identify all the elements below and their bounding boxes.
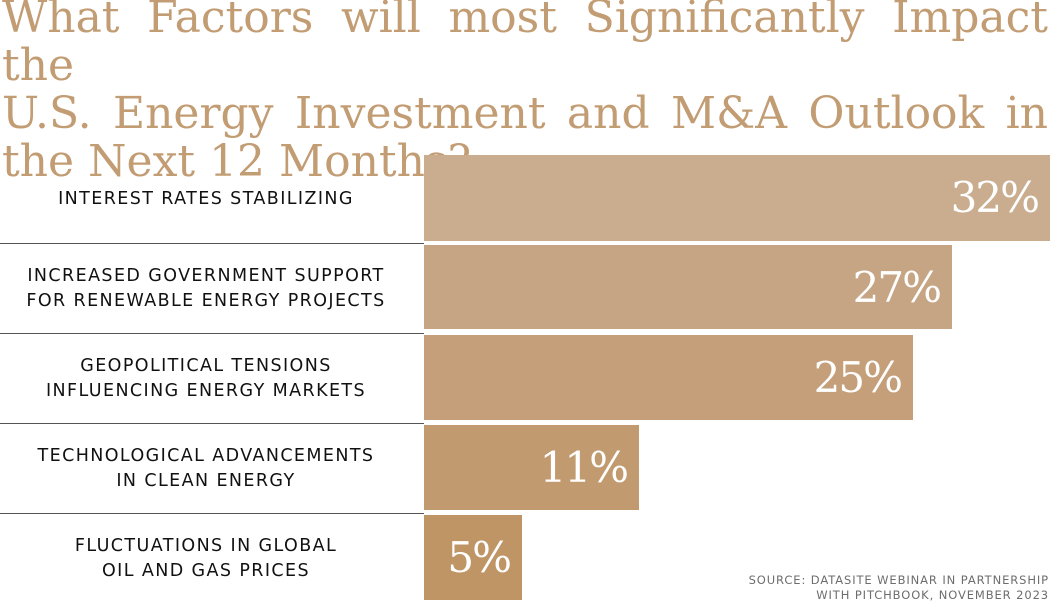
category-label: INTEREST RATES STABILIZING bbox=[58, 188, 354, 209]
row-divider bbox=[0, 423, 424, 424]
bar-value-label: 11% bbox=[539, 443, 629, 492]
bar bbox=[424, 515, 522, 600]
bar-value-label: 32% bbox=[950, 173, 1040, 222]
chart-title-line-3: the Next 12 Months? bbox=[2, 136, 472, 187]
category-label: FLUCTUATIONS IN GLOBAL OIL AND GAS PRICE… bbox=[74, 536, 338, 581]
bar bbox=[424, 245, 952, 329]
category-label: INCREASED GOVERNMENT SUPPORT FOR RENEWAB… bbox=[26, 266, 386, 311]
source-note: SOURCE: DATASITE WEBINAR IN PARTNERSHIP … bbox=[749, 573, 1049, 603]
source-line-1: SOURCE: DATASITE WEBINAR IN PARTNERSHIP bbox=[748, 573, 1049, 587]
category-label: GEOPOLITICAL TENSIONS INFLUENCING ENERGY… bbox=[45, 356, 366, 401]
bar bbox=[424, 155, 1050, 241]
bar bbox=[424, 335, 913, 420]
bar-value-label: 25% bbox=[813, 353, 903, 402]
category-label: TECHNOLOGICAL ADVANCEMENTS IN CLEAN ENER… bbox=[37, 446, 375, 491]
bar-value-label: 27% bbox=[852, 263, 942, 312]
chart-title-line-2: U.S. Energy Investment and M&A Outlook i… bbox=[2, 88, 1048, 139]
row-divider bbox=[0, 333, 424, 334]
row-divider bbox=[0, 243, 424, 244]
chart-title-line-1: What Factors will most Significantly Imp… bbox=[2, 0, 1048, 91]
row-divider bbox=[0, 513, 424, 514]
bar bbox=[424, 425, 639, 510]
chart-title: What Factors will most Significantly Imp… bbox=[2, 0, 1048, 186]
source-line-2: WITH PITCHBOOK, NOVEMBER 2023 bbox=[816, 588, 1049, 602]
bar-value-label: 5% bbox=[447, 533, 512, 582]
